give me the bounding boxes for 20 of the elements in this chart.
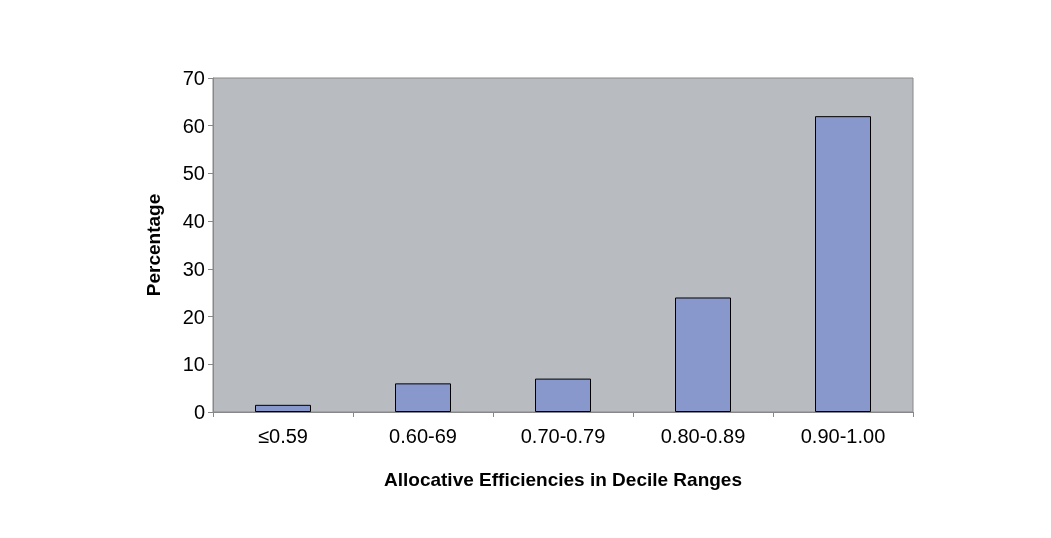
x-tick-label: 0.90-1.00 [800, 425, 886, 447]
bar [535, 378, 591, 412]
bar [675, 297, 731, 412]
bar [395, 383, 451, 412]
y-axis-title: Percentage [143, 193, 164, 297]
x-tick-label: ≤0.59 [258, 425, 308, 447]
bar [255, 404, 311, 412]
y-tick-label: 50 [182, 162, 205, 185]
y-tick-label: 40 [182, 210, 205, 233]
y-tick-label: 70 [182, 67, 205, 89]
x-tick-label: 0.70-0.79 [520, 425, 606, 447]
y-tick-label: 10 [182, 353, 205, 376]
x-tick-label: 0.60-69 [389, 425, 457, 447]
x-tick-label: 0.80-0.89 [660, 425, 746, 447]
x-axis-title: Allocative Efficiencies in Decile Ranges [384, 469, 742, 490]
bar [815, 116, 871, 412]
y-tick-label: 30 [182, 257, 205, 280]
y-tick-label: 20 [182, 305, 205, 328]
y-tick-label: 60 [182, 114, 205, 137]
y-tick-label: 0 [193, 401, 205, 423]
